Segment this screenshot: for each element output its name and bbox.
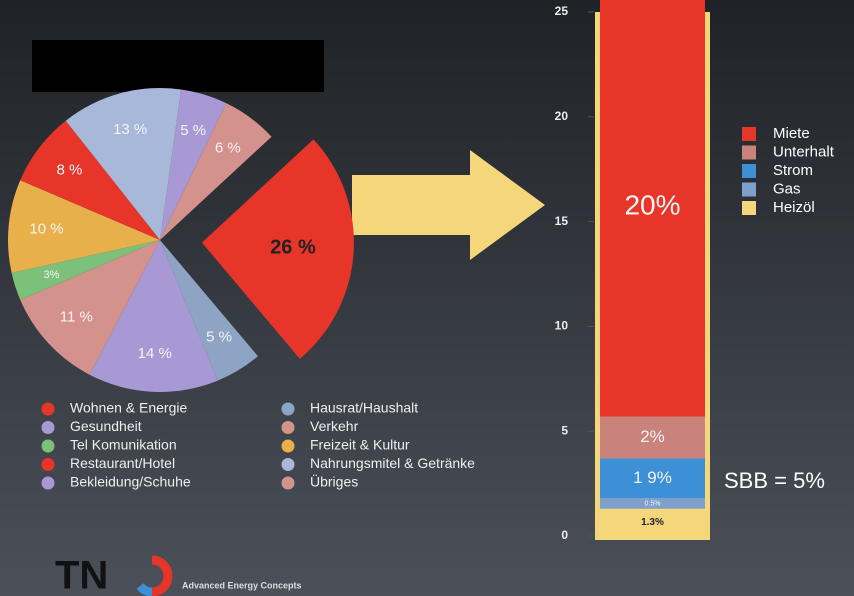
pie-slice	[11, 240, 161, 300]
pie-slice	[89, 240, 218, 392]
pie-slice	[201, 139, 354, 359]
logo-brand: TN	[55, 554, 108, 596]
bar-segment	[600, 458, 705, 499]
slice-label: 26 %	[270, 237, 316, 259]
slice-label: 13 %	[113, 121, 147, 138]
legend-label: Nahrungsmitel & Getränke	[310, 455, 475, 471]
bar-segment	[600, 0, 705, 417]
legend-label: Restaurant/Hotel	[70, 455, 175, 471]
slice-label: 10 %	[29, 220, 63, 237]
y-tick-label: 0	[561, 528, 568, 542]
legend-swatch	[742, 201, 756, 215]
pie-slice	[8, 180, 161, 273]
pie-slice	[160, 89, 227, 241]
redaction-box	[32, 40, 324, 92]
legend-swatch	[742, 127, 756, 141]
legend-label: Strom	[773, 162, 813, 179]
legend-swatch	[281, 421, 295, 434]
slice-label: 5 %	[180, 122, 206, 139]
legend-swatch	[742, 182, 756, 197]
legend-label: Verkehr	[310, 418, 359, 434]
legend-swatch	[281, 439, 295, 453]
segment-label: 20%	[624, 189, 680, 220]
bar-segment	[600, 508, 705, 536]
legend-swatch	[41, 439, 55, 453]
legend-swatch	[41, 458, 55, 471]
legend-swatch	[281, 476, 295, 490]
legend-swatch	[742, 145, 756, 160]
legend-swatch	[41, 476, 55, 490]
legend-swatch	[281, 402, 295, 416]
legend-label: Wohnen & Energie	[70, 400, 187, 416]
legend-label: Übriges	[310, 473, 358, 490]
pie-slice	[160, 240, 258, 381]
legend-label: Unterhalt	[773, 143, 835, 160]
pie-slice	[20, 120, 161, 240]
legend-swatch	[281, 458, 295, 471]
arrow	[352, 150, 545, 260]
segment-label: 1.3%	[641, 517, 664, 528]
slice-label: 6 %	[215, 139, 241, 156]
y-tick-label: 25	[555, 4, 569, 18]
slice-label: 11 %	[60, 308, 93, 325]
y-tick-label: 15	[555, 214, 569, 228]
legend-swatch	[41, 421, 55, 434]
legend-label: Hausrat/Haushalt	[310, 400, 418, 416]
legend-label: Gas	[773, 180, 801, 197]
logo-c-blue	[136, 582, 153, 596]
bar-segment	[600, 498, 705, 509]
pie-slice	[160, 103, 272, 241]
pie-slice	[65, 87, 182, 240]
slice-label: 8 %	[57, 162, 83, 179]
legend-label: Tel Komunikation	[70, 437, 177, 453]
slice-label: 3%	[44, 269, 60, 281]
pie-slice	[20, 240, 160, 375]
legend-label: Heizöl	[773, 199, 815, 216]
bar-segment	[600, 416, 705, 459]
y-tick-label: 10	[555, 319, 569, 333]
segment-label: 0.5%	[645, 500, 661, 507]
slice-label: 5 %	[206, 328, 232, 345]
slice-label: 14 %	[138, 345, 172, 362]
legend-label: Freizeit & Kultur	[310, 437, 410, 453]
legend-label: Bekleidung/Schuhe	[70, 474, 191, 490]
annotation: SBB = 5%	[724, 468, 825, 493]
legend-swatch	[41, 402, 55, 416]
segment-label: 2%	[640, 427, 665, 446]
y-tick-label: 5	[561, 423, 568, 437]
y-tick-label: 20	[555, 109, 569, 123]
legend-swatch	[742, 164, 756, 178]
segment-label: 1 9%	[633, 468, 672, 487]
logo-tagline: Advanced Energy Concepts	[182, 580, 302, 590]
logo-c	[151, 555, 173, 596]
legend-label: Miete	[773, 125, 810, 142]
legend-label: Gesundheit	[70, 418, 142, 434]
